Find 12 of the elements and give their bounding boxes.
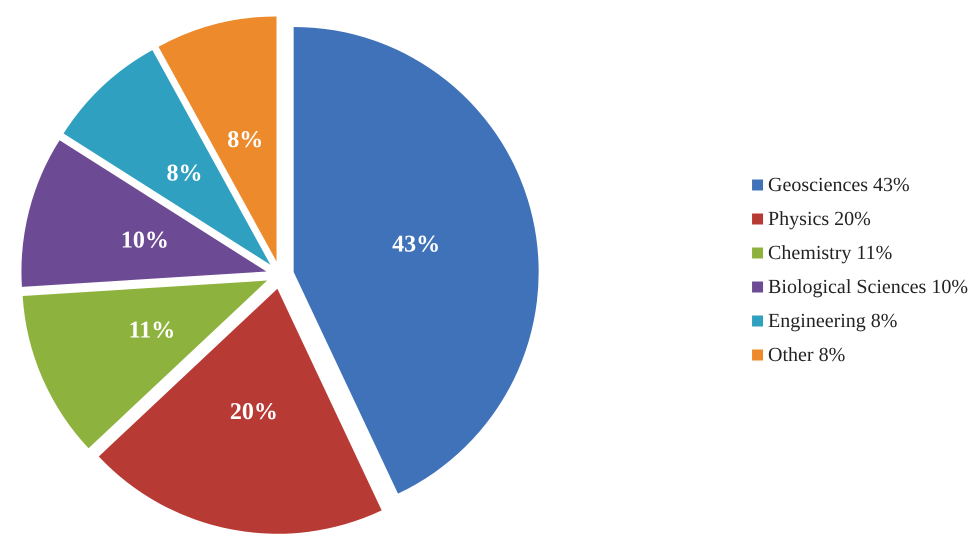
data-label: 8%: [227, 126, 264, 153]
data-label: 43%: [392, 232, 440, 258]
data-label: 8%: [166, 160, 203, 186]
data-label: 11%: [128, 317, 176, 344]
legend-label: Physics 20%: [768, 208, 871, 230]
legend-label: Chemistry 11%: [768, 242, 892, 264]
legend-label: Other 8%: [768, 344, 846, 366]
legend-label: Biological Sciences 10%: [768, 276, 968, 298]
legend-label: Engineering 8%: [768, 310, 898, 332]
data-label: 10%: [120, 227, 169, 254]
legend-label: Geosciences 43%: [768, 174, 910, 196]
data-label: 20%: [230, 399, 278, 426]
